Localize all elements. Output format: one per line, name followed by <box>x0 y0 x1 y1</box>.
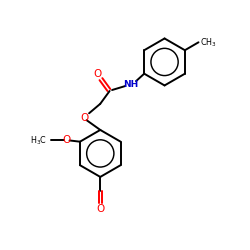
Text: O: O <box>62 136 71 145</box>
Text: NH: NH <box>123 80 138 88</box>
Text: H$_3$C: H$_3$C <box>30 134 47 147</box>
Text: O: O <box>93 69 101 79</box>
Text: O: O <box>80 113 89 123</box>
Text: CH$_3$: CH$_3$ <box>200 36 216 48</box>
Text: O: O <box>96 204 104 214</box>
